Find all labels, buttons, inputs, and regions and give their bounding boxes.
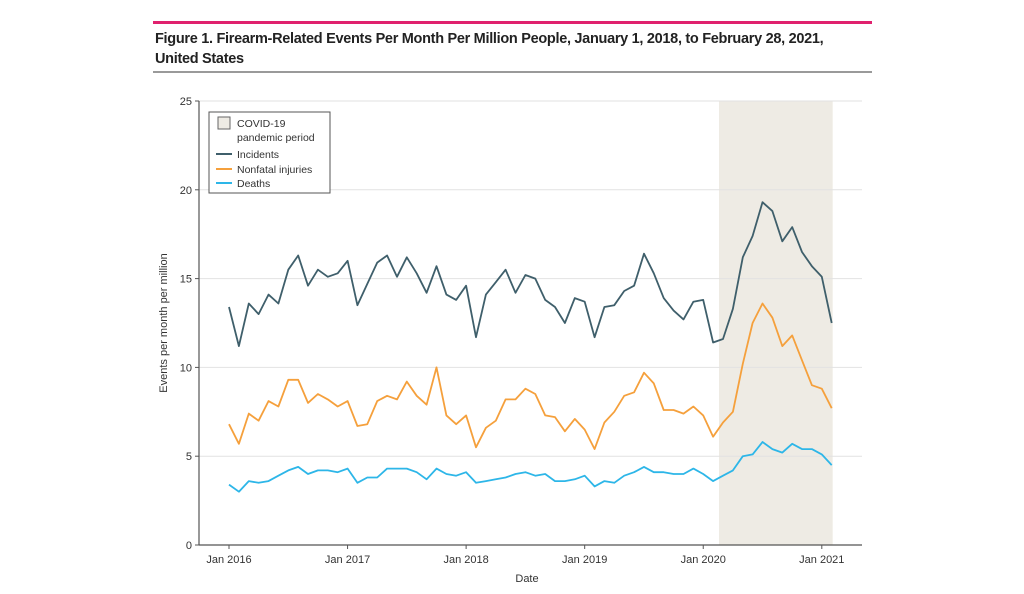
legend-label-deaths: Deaths <box>237 178 270 190</box>
x-tick-label-jan-2020: Jan 2020 <box>681 554 726 566</box>
figure-title-line1: Figure 1. Firearm-Related Events Per Mon… <box>155 31 824 47</box>
covid-shaded-region <box>719 101 833 545</box>
y-tick-label-15: 15 <box>180 274 192 286</box>
shade-layer <box>719 101 833 545</box>
legend: COVID-19 pandemic period Incidents Nonfa… <box>208 111 331 194</box>
grid-layer <box>199 100 862 457</box>
legend-label-covid-line1: COVID-19 <box>237 118 286 130</box>
axis-layer: 0 5 10 15 20 25 Jan 2016 Jan 2017 Jan 2018 Jan 20… <box>180 96 862 566</box>
figure-title: Figure 1. Firearm-Related Events Per Mon… <box>155 29 875 69</box>
title-bottom-rule <box>153 71 872 73</box>
series-line-deaths <box>228 441 833 493</box>
series-line-incidents <box>228 201 833 348</box>
x-tick-label-jan-2017: Jan 2017 <box>325 554 370 566</box>
title-accent-rule <box>153 21 872 24</box>
x-tick-label-jan-2019: Jan 2019 <box>562 554 607 566</box>
y-tick-label-10: 10 <box>180 362 192 374</box>
legend-label-incidents: Incidents <box>237 149 279 161</box>
y-tick-label-25: 25 <box>180 96 192 108</box>
legend-swatch-covid <box>217 116 231 130</box>
y-tick-label-5: 5 <box>186 451 192 463</box>
figure-title-line2: United States <box>155 51 244 67</box>
x-tick-label-jan-2018: Jan 2018 <box>443 554 488 566</box>
legend-label-nonfatal-injuries: Nonfatal injuries <box>237 164 312 176</box>
series-layer <box>228 201 833 493</box>
y-tick-label-0: 0 <box>186 540 192 552</box>
y-axis-title: Events per month per million <box>158 253 170 392</box>
x-axis-title: Date <box>515 573 538 585</box>
x-tick-label-jan-2016: Jan 2016 <box>206 554 251 566</box>
x-tick-label-jan-2021: Jan 2021 <box>799 554 844 566</box>
series-line-nonfatal-injuries <box>228 302 833 451</box>
y-tick-label-20: 20 <box>180 185 192 197</box>
legend-label-covid-line2: pandemic period <box>237 132 315 144</box>
